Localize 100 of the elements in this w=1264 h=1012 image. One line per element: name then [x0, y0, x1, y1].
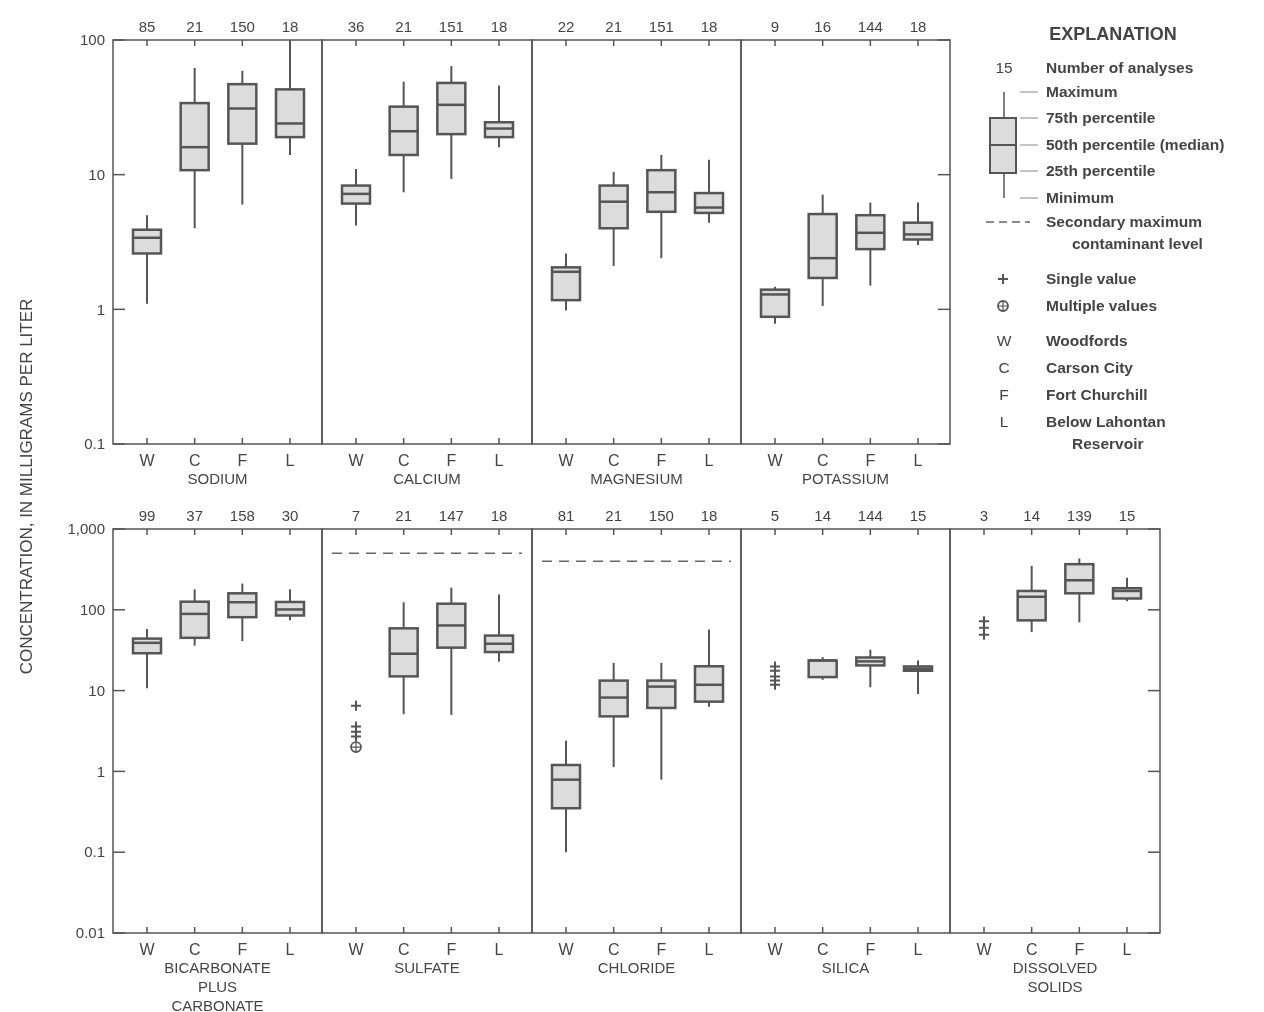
text: 5 [770, 507, 780, 524]
text: 16 [814, 18, 832, 35]
text: 81 [557, 507, 575, 524]
x-tick-label: C [188, 452, 201, 469]
text: 18 [281, 18, 299, 35]
text: 21 [605, 18, 623, 35]
text: W [996, 332, 1012, 349]
text: 15 [909, 507, 927, 524]
text: Below Lahontan Reservoir [1046, 413, 1166, 452]
y-tick-label: 100 [79, 31, 105, 49]
text: Minimum [1046, 189, 1115, 206]
x-tick-label: F [237, 452, 248, 469]
x-tick-label: F [1074, 941, 1085, 958]
text: Secondary maximum contaminant level [1046, 213, 1203, 252]
x-axis-title: MAGNESIUM [590, 470, 683, 487]
text: 18 [909, 18, 927, 35]
text: Number of analyses [1046, 59, 1194, 76]
x-axis-title: BICARBONATE PLUS CARBONATE [164, 959, 271, 1012]
x-tick-label: F [446, 452, 457, 469]
text: 3 [979, 507, 989, 524]
x-tick-label: L [285, 941, 295, 958]
x-tick-label: L [494, 941, 504, 958]
text: C [998, 359, 1010, 376]
text: 147 [438, 507, 464, 524]
text: Single value [1046, 270, 1137, 287]
text: 18 [490, 18, 508, 35]
text: 18 [700, 507, 718, 524]
x-tick-label: W [139, 452, 156, 469]
text: 15 [995, 59, 1013, 76]
text: 18 [700, 18, 718, 35]
text: 9 [770, 18, 780, 35]
x-tick-label: C [607, 941, 620, 958]
x-tick-label: W [348, 941, 365, 958]
x-tick-label: C [1025, 941, 1038, 958]
x-tick-label: C [397, 941, 410, 958]
text: 21 [395, 18, 413, 35]
x-tick-label: W [558, 452, 575, 469]
y-tick-label: 0.1 [84, 843, 105, 861]
text: F [999, 386, 1009, 403]
text: Maximum [1046, 83, 1118, 100]
text: 150 [648, 507, 674, 524]
text: Multiple values [1046, 297, 1158, 314]
x-axis-title: SILICA [821, 959, 870, 976]
text: EXPLANATION [1049, 24, 1177, 44]
y-tick-label: 10 [88, 681, 105, 699]
x-axis-title: POTASSIUM [801, 470, 890, 487]
x-tick-label: C [816, 941, 829, 958]
x-tick-label: C [607, 452, 620, 469]
x-axis-title: SODIUM [187, 470, 248, 487]
x-tick-label: L [913, 452, 923, 469]
text: 21 [186, 18, 204, 35]
y-tick-label: 0.1 [84, 435, 105, 453]
text: 15 [1118, 507, 1136, 524]
y-tick-label: 1,000 [67, 520, 105, 538]
y-tick-label: 1 [96, 762, 105, 780]
x-tick-label: F [446, 941, 457, 958]
x-tick-label: L [1122, 941, 1132, 958]
x-tick-label: L [704, 941, 714, 958]
text: 158 [229, 507, 255, 524]
x-tick-label: C [816, 452, 829, 469]
text: 99 [138, 507, 156, 524]
text: 85 [138, 18, 156, 35]
x-tick-label: W [767, 941, 784, 958]
text: 21 [395, 507, 413, 524]
y-tick-label: 1 [96, 300, 105, 318]
x-tick-label: C [188, 941, 201, 958]
text: 151 [648, 18, 674, 35]
x-tick-label: F [656, 941, 667, 958]
y-tick-label: 0.01 [75, 924, 105, 942]
text: 14 [814, 507, 832, 524]
text: 151 [438, 18, 464, 35]
x-axis-title: CALCIUM [393, 470, 461, 487]
x-tick-label: L [704, 452, 714, 469]
text: 37 [186, 507, 204, 524]
text: 150 [229, 18, 255, 35]
x-tick-label: F [865, 452, 876, 469]
x-tick-label: W [558, 941, 575, 958]
x-axis-title: CHLORIDE [597, 959, 676, 976]
x-tick-label: W [139, 941, 156, 958]
text: Woodfords [1046, 332, 1128, 349]
text: 18 [490, 507, 508, 524]
x-tick-label: F [865, 941, 876, 958]
text: 139 [1066, 507, 1092, 524]
x-tick-label: W [348, 452, 365, 469]
text: 75th percentile [1046, 109, 1156, 126]
y-axis-title: CONCENTRATION, IN MILLIGRAMS PER LITER [17, 298, 36, 675]
x-tick-label: W [976, 941, 993, 958]
text: 36 [347, 18, 365, 35]
text: 21 [605, 507, 623, 524]
x-tick-label: L [913, 941, 923, 958]
x-tick-label: W [767, 452, 784, 469]
x-axis-title: SULFATE [394, 959, 460, 976]
text: 50th percentile (median) [1046, 136, 1225, 153]
y-tick-label: 10 [88, 165, 105, 183]
text: L [999, 413, 1009, 430]
text: Carson City [1046, 359, 1134, 376]
text: 14 [1023, 507, 1041, 524]
text: 25th percentile [1046, 162, 1156, 179]
x-tick-label: F [237, 941, 248, 958]
y-tick-label: 100 [79, 601, 105, 619]
